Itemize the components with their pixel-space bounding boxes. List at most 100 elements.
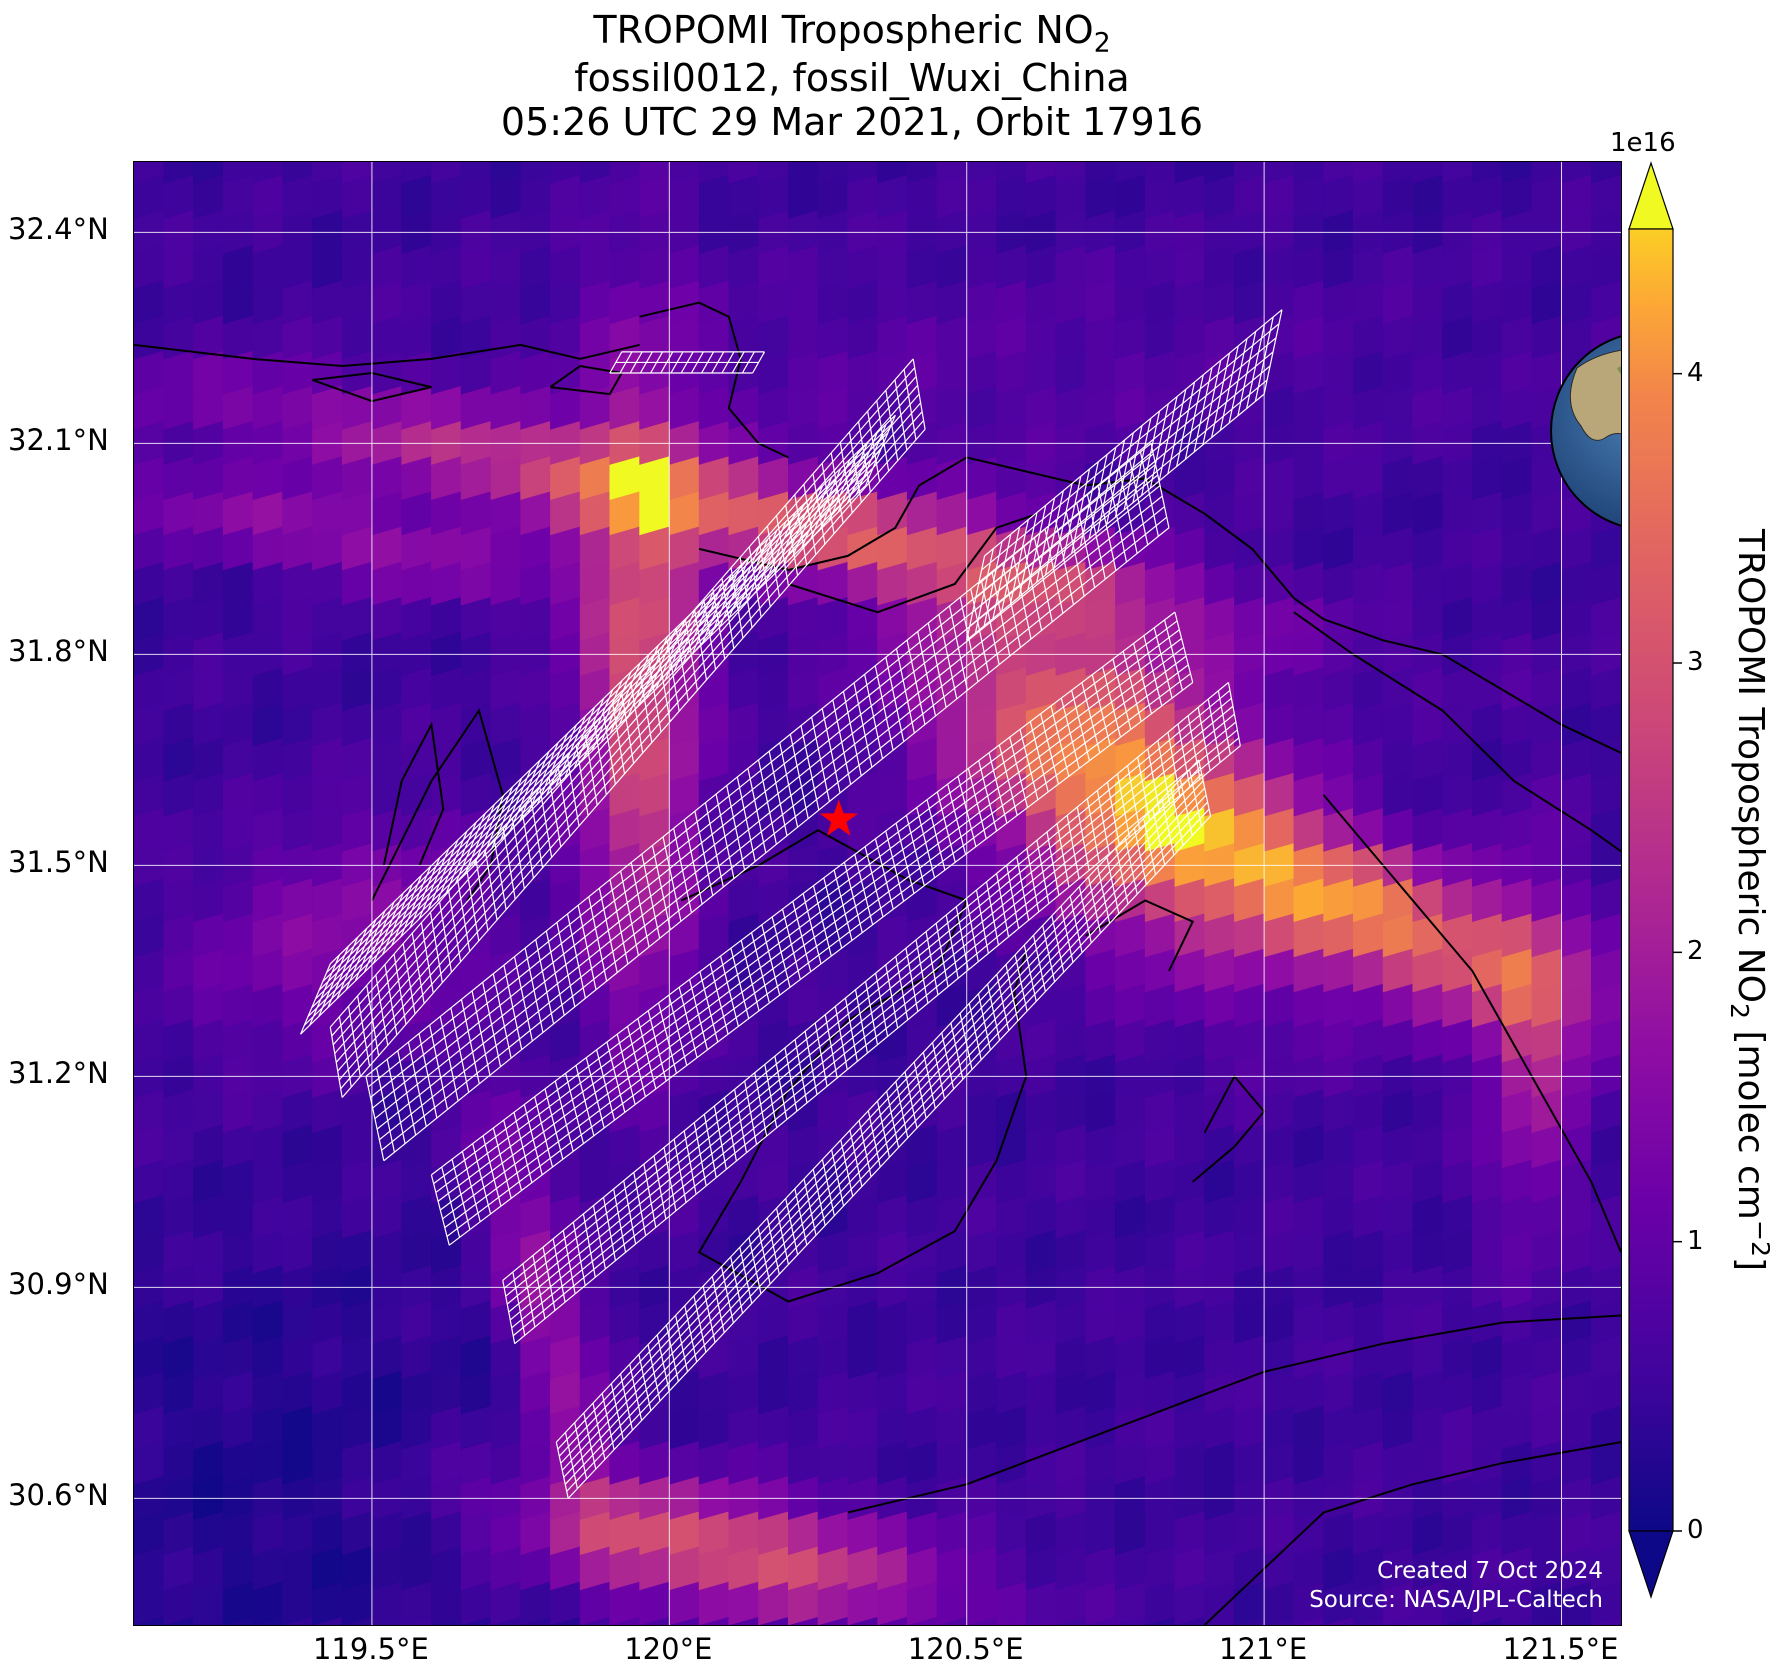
footprint-line: [326, 423, 893, 974]
footprint-line: [303, 476, 870, 1026]
data-source: Source: NASA/JPL-Caltech: [1309, 1587, 1603, 1613]
target-marker[interactable]: [819, 799, 858, 836]
no2-pixel: [1531, 162, 1562, 184]
footprint-line: [300, 485, 867, 1035]
no2-pixel: [1591, 1264, 1621, 1309]
no2-pixel: [579, 162, 611, 184]
no2-pixel: [1055, 162, 1087, 184]
no2-pixel: [550, 162, 581, 184]
colorbar-label-sub: 2: [1724, 1002, 1754, 1019]
lat-tick-label: 30.6°N: [8, 1478, 109, 1513]
credits: Created 7 Oct 2024 Source: NASA/JPL-Calt…: [1309, 1557, 1603, 1615]
coastline-segment: [1293, 611, 1621, 853]
no2-pixel: [282, 162, 313, 184]
no2-pixel: [1323, 162, 1354, 184]
footprint-line: [335, 393, 920, 1063]
footprint-line: [337, 402, 922, 1072]
colorbar-extend-max: [1628, 161, 1674, 230]
no2-pixel: [490, 162, 521, 184]
footprint-line: [311, 458, 878, 1009]
map-panel[interactable]: Created 7 Oct 2024 Source: NASA/JPL-Calt…: [133, 161, 1622, 1626]
footprint-line: [978, 337, 1277, 585]
lat-tick-label: 32.4°N: [8, 212, 109, 247]
no2-pixel: [1591, 983, 1621, 1028]
no2-pixel: [1591, 244, 1621, 289]
footprint-line: [912, 358, 926, 430]
footprint-line: [439, 646, 1185, 1211]
map-title-line1: TROPOMI Tropospheric NO2: [0, 8, 1704, 66]
no2-pixel: [1591, 279, 1621, 325]
no2-pixel: [1263, 162, 1295, 184]
no2-pixel: [787, 162, 819, 184]
coastline-segment: [787, 512, 1039, 614]
no2-pixel: [1591, 701, 1621, 747]
no2-pixel: [312, 162, 343, 184]
footprint-line: [365, 1076, 385, 1161]
graticule: [134, 162, 1621, 1625]
lon-tick-label: 121°E: [1219, 1632, 1308, 1666]
no2-pixel: [1591, 1440, 1621, 1485]
footprint-line: [567, 815, 1212, 1499]
colorbar: [1628, 161, 1682, 1599]
no2-pixel: [193, 162, 224, 184]
no2-pixel: [1591, 666, 1621, 711]
footprint-line: [372, 474, 1159, 1109]
footprint-line: [563, 794, 1207, 1478]
no2-pixel: [252, 162, 283, 184]
footprint-line: [505, 697, 1232, 1297]
target-star-icon: [819, 799, 858, 836]
no2-pixel: [728, 162, 759, 184]
footprint-line: [332, 376, 917, 1046]
footprint-line: [437, 638, 1182, 1202]
no2-pixel: [1174, 162, 1205, 184]
footprint-line: [558, 773, 1203, 1457]
no2-pixel: [906, 162, 938, 184]
oco3-footprint-layer: [299, 309, 1283, 1499]
footprint-line: [555, 1442, 569, 1499]
globe-inset: [1550, 335, 1621, 527]
lat-tick-label: 32.1°N: [8, 423, 109, 458]
no2-pixel: [1472, 162, 1503, 184]
no2-pixel: [1591, 842, 1621, 887]
no2-pixel: [1382, 162, 1414, 184]
no2-map-canvas[interactable]: [134, 162, 1621, 1625]
footprint-line: [376, 495, 1163, 1130]
no2-pixel: [1591, 1334, 1621, 1380]
no2-pixel: [668, 162, 700, 184]
footprint-line: [381, 516, 1168, 1151]
footprint-line: [314, 449, 881, 1000]
no2-pixel: [1591, 209, 1621, 254]
no2-pixel: [996, 162, 1027, 184]
no2-pixel: [1591, 1123, 1621, 1169]
no2-pixel: [1591, 596, 1621, 641]
colorbar-tick-label: 0: [1687, 1515, 1704, 1545]
footprint-line: [566, 808, 1210, 1492]
no2-pixel: [1591, 1159, 1621, 1204]
footprint-line: [334, 384, 919, 1054]
no2-pixel: [1591, 772, 1621, 817]
no2-pixel: [1591, 1475, 1621, 1520]
footprint-line: [446, 673, 1191, 1237]
footprint-line: [383, 527, 1170, 1162]
footprint-line: [448, 682, 1194, 1246]
coastline-segment: [698, 456, 1146, 572]
coastline-segment: [1085, 899, 1195, 972]
map-title-line2: fossil0012, fossil_Wuxi_China: [574, 56, 1130, 100]
lat-tick-label: 31.5°N: [8, 845, 109, 880]
footprint-line: [318, 441, 885, 991]
no2-pixel: [1591, 1370, 1621, 1415]
footprint-line: [969, 379, 1268, 627]
footprint-line: [374, 485, 1161, 1120]
footprint-line: [984, 309, 1283, 557]
colorbar-exponent: 1e16: [1610, 128, 1676, 158]
coastline-segment: [312, 371, 432, 403]
no2-pixel: [1591, 1229, 1621, 1274]
footprint-line: [508, 713, 1235, 1313]
no2-pixel: [1353, 162, 1384, 184]
no2-pixel: [1412, 162, 1443, 184]
no2-pixel: [1591, 912, 1621, 958]
footprint-line: [341, 428, 926, 1098]
no2-pixel: [1144, 162, 1176, 184]
no2-pixel: [1591, 1088, 1621, 1133]
no2-pixel: [1591, 948, 1621, 993]
